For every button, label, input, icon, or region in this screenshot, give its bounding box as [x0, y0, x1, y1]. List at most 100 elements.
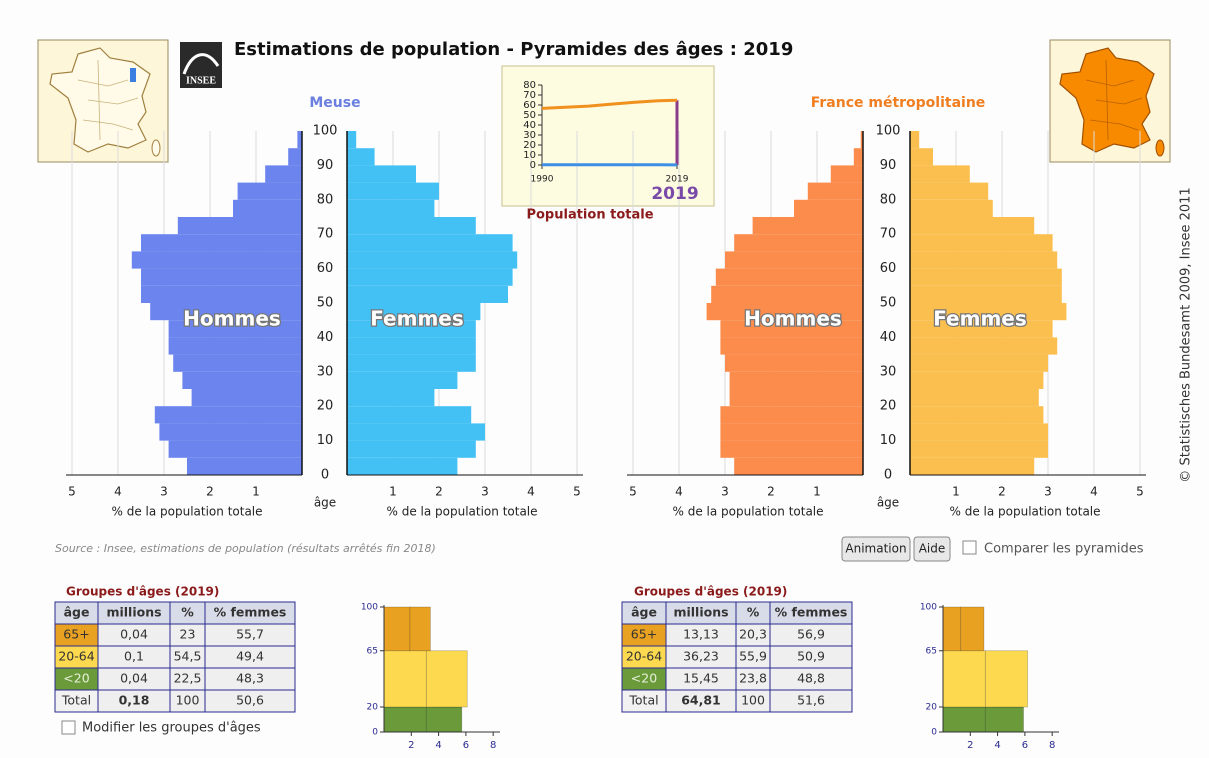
logo-text: INSEE — [186, 75, 216, 86]
x-tick-label: 3 — [160, 485, 168, 499]
bar — [910, 371, 1044, 389]
bar — [910, 131, 920, 149]
table-cell-text: 20,3 — [739, 627, 767, 642]
bar — [347, 131, 357, 149]
bar — [347, 251, 518, 269]
y-tick-label: 80 — [523, 80, 536, 91]
bar-segment — [383, 606, 411, 652]
bar-segment — [425, 650, 468, 708]
y-tick-label: 20 — [926, 703, 938, 713]
compare-label[interactable]: Comparer les pyramides — [984, 542, 1144, 557]
highlight-label: 2019 — [651, 184, 698, 204]
bar-segment — [942, 706, 986, 733]
x-axis-label: % de la population totale — [672, 505, 823, 519]
bar — [187, 457, 302, 475]
logo: INSEE — [180, 42, 222, 88]
y-tick-label: 100 — [313, 124, 338, 139]
bar — [173, 354, 302, 372]
y-tick-label: 0 — [530, 160, 536, 171]
table-cell-text: Total — [61, 693, 91, 708]
bar — [720, 440, 863, 458]
source-note: Source : Insee, estimations de populatio… — [55, 542, 436, 555]
x-tick-label: 8 — [490, 740, 496, 751]
animation-button-label[interactable]: Animation — [845, 542, 906, 556]
bar — [191, 389, 302, 407]
y-tick-label: 60 — [880, 261, 897, 276]
bar — [711, 285, 863, 303]
bar — [347, 354, 476, 372]
y-tick-label: 80 — [880, 192, 897, 207]
y-tick-label: 70 — [317, 227, 334, 242]
logo-swoosh — [182, 53, 220, 75]
table-cell-text: 55,9 — [739, 649, 767, 664]
x-tick-label: 2 — [206, 485, 214, 499]
bar-segment — [383, 706, 427, 733]
chart-title: Population totale — [526, 208, 653, 223]
bar — [347, 457, 458, 475]
y-tick-label: 40 — [317, 330, 334, 345]
bar — [168, 440, 302, 458]
bar — [347, 337, 476, 355]
animation-button[interactable] — [841, 536, 911, 562]
table-cell-text: 65+ — [631, 627, 657, 642]
modify-checkbox[interactable] — [61, 720, 76, 735]
x-tick-label: 6 — [1022, 740, 1028, 751]
table-title: Groupes d'âges (2019) — [66, 585, 219, 599]
map-corsica — [151, 139, 161, 157]
bar — [910, 354, 1048, 372]
x-tick-label: 4 — [435, 740, 441, 751]
bar — [347, 285, 508, 303]
bar — [830, 165, 863, 183]
modify-label[interactable]: Modifier les groupes d'âges — [82, 721, 261, 736]
map-france — [1049, 39, 1171, 163]
bar — [910, 423, 1048, 441]
bar — [910, 148, 933, 166]
bar — [347, 320, 476, 338]
chart-title: France métropolitaine — [811, 95, 986, 111]
y-tick-label: 50 — [317, 296, 334, 311]
y-axis-label: âge — [877, 496, 899, 510]
table-cell-text: 36,23 — [683, 649, 719, 664]
bar — [177, 217, 302, 235]
map-borders — [1085, 59, 1143, 141]
bar — [265, 165, 302, 183]
x-axis-label: % de la population totale — [949, 505, 1100, 519]
bar — [347, 406, 472, 424]
y-tick-label: 20 — [367, 703, 379, 713]
series-label: Hommes — [183, 307, 281, 331]
bar — [347, 440, 476, 458]
bar — [910, 389, 1039, 407]
y-tick-label: 60 — [523, 100, 536, 111]
x-tick-label: 3 — [1044, 485, 1052, 499]
table-cell-text: 23 — [180, 627, 196, 642]
table-cell-text: 50,9 — [797, 649, 825, 664]
table-cell-text: 54,5 — [174, 649, 202, 664]
y-tick-label: 60 — [317, 261, 334, 276]
bar — [734, 234, 863, 252]
bar — [720, 423, 863, 441]
table-cell-text: 13,13 — [683, 627, 719, 642]
y-tick-label: 70 — [523, 90, 536, 101]
y-tick-label: 0 — [931, 728, 937, 738]
table-cell-text: 0,1 — [124, 649, 144, 664]
bar — [910, 268, 1062, 286]
y-tick-label: 90 — [317, 158, 334, 173]
y-tick-label: 40 — [880, 330, 897, 345]
table-header-text: âge — [631, 605, 657, 620]
y-tick-label: 100 — [876, 124, 901, 139]
line-series — [541, 98, 678, 110]
x-tick-label: 8 — [1049, 740, 1055, 751]
help-button[interactable] — [913, 536, 951, 562]
bar — [910, 217, 1035, 235]
help-button-label[interactable]: Aide — [919, 542, 946, 556]
x-tick-label: 1 — [952, 485, 960, 499]
y-tick-label: 10 — [523, 150, 536, 161]
compare-checkbox[interactable] — [962, 540, 977, 555]
x-tick-label: 2 — [998, 485, 1006, 499]
y-tick-label: 10 — [880, 433, 897, 448]
bar — [794, 199, 863, 217]
table-header-text: millions — [106, 605, 161, 620]
bar — [706, 303, 863, 321]
bar — [347, 217, 476, 235]
y-tick-label: 65 — [367, 646, 378, 656]
